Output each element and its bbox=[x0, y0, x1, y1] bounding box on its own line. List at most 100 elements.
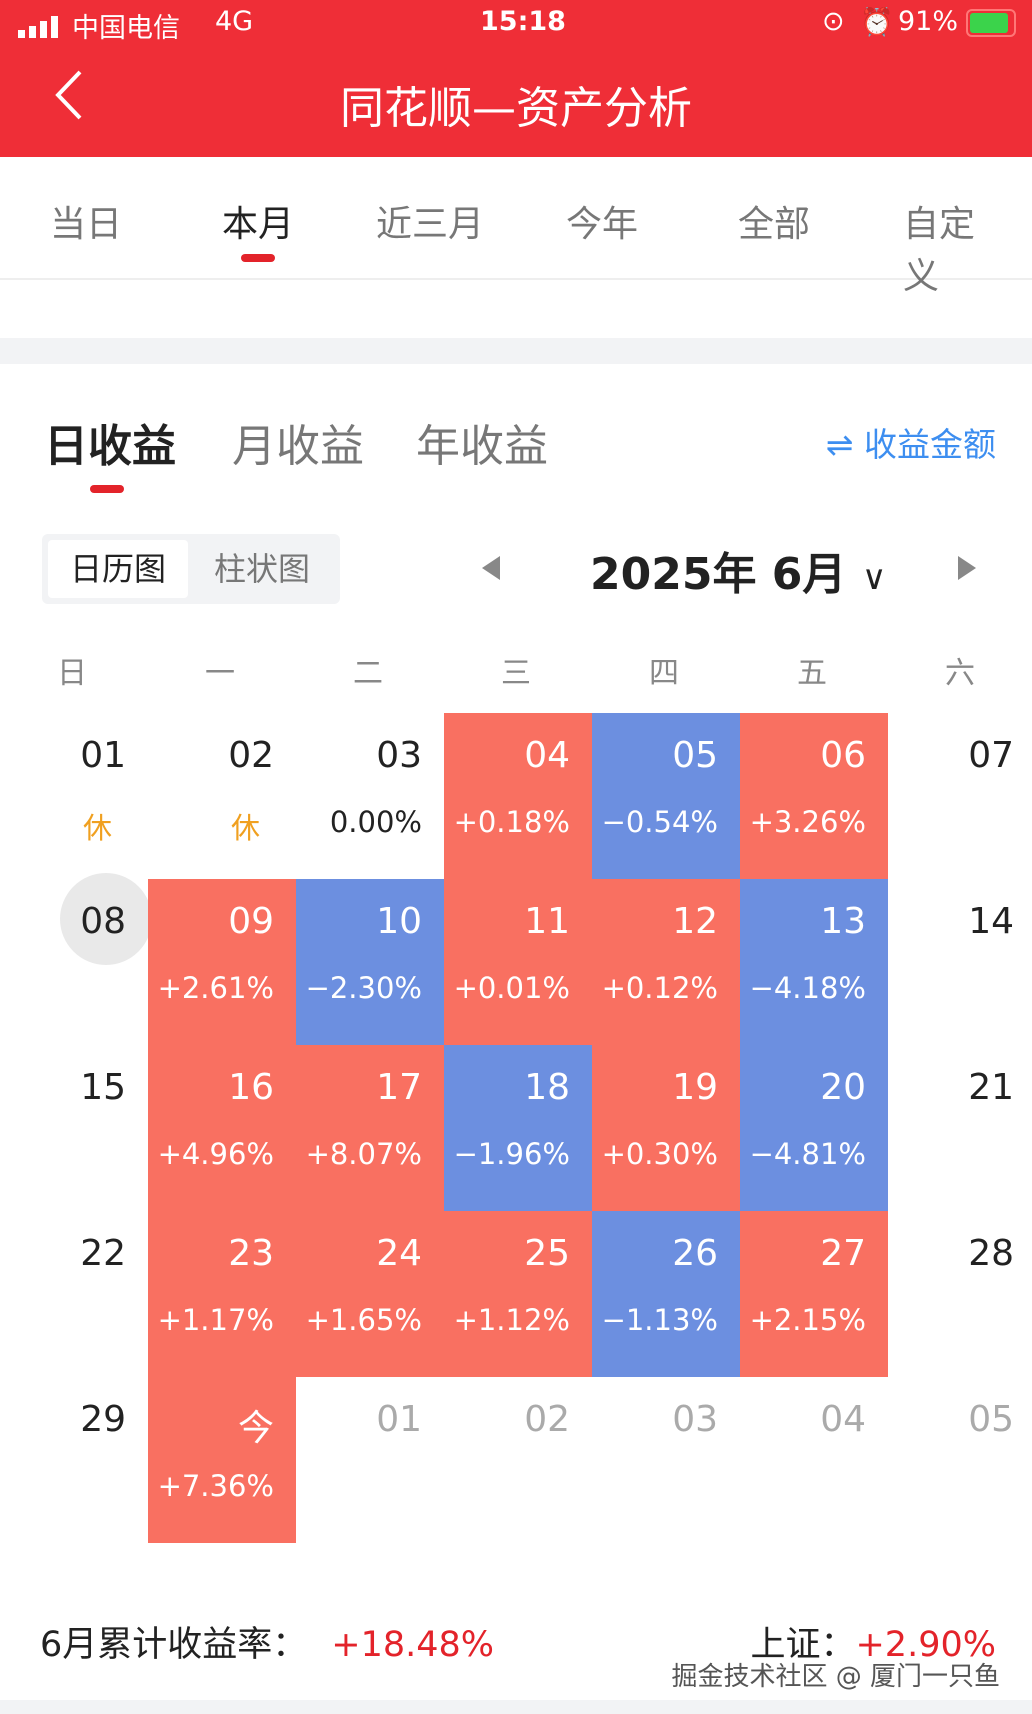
calendar-day[interactable]: 16 +4.96% bbox=[148, 1045, 296, 1211]
day-number: 01 bbox=[376, 1399, 422, 1440]
calendar-view-button[interactable]: 日历图 bbox=[48, 540, 188, 598]
calendar-day[interactable]: 01 bbox=[296, 1377, 444, 1543]
day-number: 19 bbox=[672, 1067, 718, 1108]
calendar-day[interactable]: 18 −1.96% bbox=[444, 1045, 592, 1211]
weekday-label: 四 bbox=[649, 656, 679, 691]
calendar-day[interactable]: 27 +2.15% bbox=[740, 1211, 888, 1377]
day-return: 0.00% bbox=[329, 805, 422, 839]
tab-monthly-return[interactable]: 月收益 bbox=[232, 421, 364, 472]
day-return: +0.30% bbox=[601, 1137, 718, 1171]
calendar-day[interactable]: 22 bbox=[0, 1211, 148, 1377]
day-return: +0.18% bbox=[453, 805, 570, 839]
tab-three-months[interactable]: 近三月 bbox=[375, 204, 485, 245]
bottom-divider bbox=[0, 1700, 1032, 1714]
month-label: 2025年 6月 bbox=[590, 549, 847, 600]
app-header: 中国电信 4G 15:18 ⊙ ⏰ 91% 同花顺—资产分析 bbox=[0, 0, 1032, 157]
calendar-day[interactable]: 15 bbox=[0, 1045, 148, 1211]
calendar-day[interactable]: 04 +0.18% bbox=[444, 713, 592, 879]
tab-this-month[interactable]: 本月 bbox=[221, 204, 295, 245]
day-number: 02 bbox=[524, 1399, 570, 1440]
day-number: 25 bbox=[524, 1233, 570, 1274]
calendar-day[interactable]: 17 +8.07% bbox=[296, 1045, 444, 1211]
day-number: 05 bbox=[968, 1399, 1014, 1440]
calendar-day[interactable]: 02 bbox=[444, 1377, 592, 1543]
next-month-icon[interactable] bbox=[958, 556, 976, 580]
calendar-day[interactable]: 28 bbox=[888, 1211, 1032, 1377]
calendar-day[interactable]: 03 bbox=[592, 1377, 740, 1543]
calendar-day[interactable]: 29 bbox=[0, 1377, 148, 1543]
calendar-day[interactable]: 05 bbox=[888, 1377, 1032, 1543]
bar-view-button[interactable]: 柱状图 bbox=[213, 550, 310, 588]
tab-daily-return[interactable]: 日收益 bbox=[44, 421, 176, 472]
swap-amount-button[interactable]: ⇌ 收益金额 bbox=[826, 418, 996, 466]
calendar-day[interactable]: 23 +1.17% bbox=[148, 1211, 296, 1377]
calendar-day[interactable]: 11 +0.01% bbox=[444, 879, 592, 1045]
calendar-day[interactable]: 05 −0.54% bbox=[592, 713, 740, 879]
calendar-day[interactable]: 13 −4.18% bbox=[740, 879, 888, 1045]
calendar-day[interactable]: 12 +0.12% bbox=[592, 879, 740, 1045]
calendar-day[interactable]: 21 bbox=[888, 1045, 1032, 1211]
day-number: 09 bbox=[228, 901, 274, 942]
day-return: −2.30% bbox=[305, 971, 422, 1005]
day-number: 18 bbox=[524, 1067, 570, 1108]
day-number: 08 bbox=[80, 901, 126, 942]
day-return: +1.17% bbox=[157, 1303, 274, 1337]
chevron-down-icon: ∨ bbox=[861, 558, 887, 598]
orientation-lock-icon: ⊙ bbox=[822, 6, 845, 37]
day-return: +1.12% bbox=[453, 1303, 570, 1337]
today-marker bbox=[60, 873, 152, 965]
weekday-label: 二 bbox=[353, 656, 383, 691]
calendar-day[interactable]: 10 −2.30% bbox=[296, 879, 444, 1045]
alarm-icon: ⏰ bbox=[860, 7, 894, 38]
month-selector[interactable]: 2025年 6月 ∨ bbox=[590, 538, 887, 602]
calendar-day[interactable]: 20 −4.81% bbox=[740, 1045, 888, 1211]
day-number: 06 bbox=[820, 735, 866, 776]
day-number: 03 bbox=[376, 735, 422, 776]
day-number: 12 bbox=[672, 901, 718, 942]
weekday-label: 六 bbox=[945, 656, 975, 691]
calendar-day[interactable]: 03 0.00% bbox=[296, 713, 444, 879]
monthly-summary: 6月累计收益率： +18.48% bbox=[40, 1616, 494, 1667]
weekday-label: 日 bbox=[57, 656, 87, 691]
calendar-day[interactable]: 26 −1.13% bbox=[592, 1211, 740, 1377]
divider bbox=[0, 338, 1032, 364]
day-return: +2.61% bbox=[157, 971, 274, 1005]
prev-month-icon[interactable] bbox=[482, 556, 500, 580]
tab-custom[interactable]: 自定义 bbox=[903, 204, 976, 297]
day-number: 02 bbox=[228, 735, 274, 776]
calendar-day[interactable]: 25 +1.12% bbox=[444, 1211, 592, 1377]
calendar-day[interactable]: 04 bbox=[740, 1377, 888, 1543]
calendar-day[interactable]: 24 +1.65% bbox=[296, 1211, 444, 1377]
day-number: 15 bbox=[80, 1067, 126, 1108]
calendar-day[interactable]: 02 休 bbox=[148, 713, 296, 879]
calendar-day[interactable]: 01 休 bbox=[0, 713, 148, 879]
calendar-day[interactable]: 14 bbox=[888, 879, 1032, 1045]
tab-this-year[interactable]: 今年 bbox=[565, 204, 639, 245]
day-number: 17 bbox=[376, 1067, 422, 1108]
day-number: 10 bbox=[376, 901, 422, 942]
calendar-day[interactable]: 今 +7.36% bbox=[148, 1377, 296, 1543]
calendar-day[interactable]: 09 +2.61% bbox=[148, 879, 296, 1045]
tab-all[interactable]: 全部 bbox=[737, 204, 811, 245]
calendar-day[interactable]: 19 +0.30% bbox=[592, 1045, 740, 1211]
summary-value: +18.48% bbox=[331, 1625, 495, 1665]
day-number: 04 bbox=[820, 1399, 866, 1440]
battery-icon bbox=[966, 9, 1016, 37]
day-number: 今 bbox=[237, 1408, 274, 1449]
day-return: −4.18% bbox=[749, 971, 866, 1005]
index-summary: 上证：+2.90% bbox=[750, 1616, 996, 1667]
view-toggle: 日历图 柱状图 bbox=[42, 534, 340, 604]
tab-today[interactable]: 当日 bbox=[49, 204, 123, 245]
day-number: 27 bbox=[820, 1233, 866, 1274]
page-title: 同花顺—资产分析 bbox=[340, 83, 692, 134]
tab-yearly-return[interactable]: 年收益 bbox=[416, 421, 548, 472]
calendar-day[interactable]: 06 +3.26% bbox=[740, 713, 888, 879]
calendar-day[interactable]: 08 bbox=[0, 879, 148, 1045]
day-number: 01 bbox=[80, 735, 126, 776]
back-icon[interactable] bbox=[50, 70, 90, 120]
day-number: 29 bbox=[80, 1399, 126, 1440]
day-number: 04 bbox=[524, 735, 570, 776]
swap-label: 收益金额 bbox=[864, 425, 996, 464]
calendar-day[interactable]: 07 bbox=[888, 713, 1032, 879]
carrier: 中国电信 bbox=[72, 13, 180, 44]
